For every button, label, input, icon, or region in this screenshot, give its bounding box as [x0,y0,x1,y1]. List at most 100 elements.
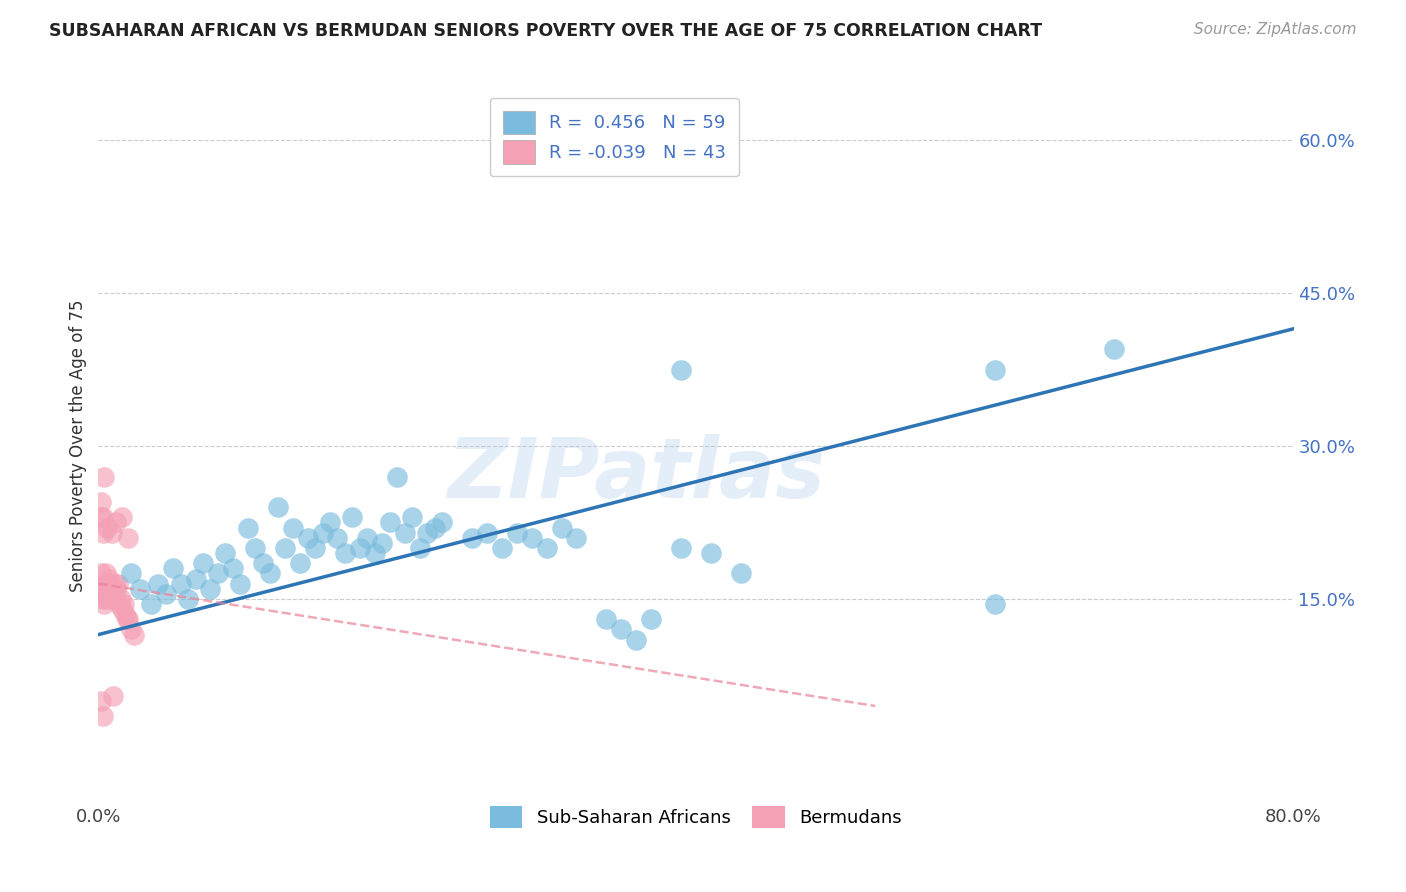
Point [90,495,112,509]
Point [669,541,692,555]
Point [96,591,118,606]
Point [229,576,252,591]
Point [274,541,297,555]
Point [394,525,416,540]
Point [640,612,662,626]
Point [91,591,114,606]
Point [108,597,131,611]
Legend: Sub-Saharan Africans, Bermudans: Sub-Saharan Africans, Bermudans [481,797,911,837]
Point [110,591,132,606]
Point [97,572,120,586]
Point [326,531,349,545]
Point [177,591,200,606]
Point [984,597,1007,611]
Point [565,531,588,545]
Point [111,510,134,524]
Point [416,525,439,540]
Point [222,561,245,575]
Point [984,362,1007,376]
Point [91,582,114,596]
Point [90,694,112,708]
Point [120,623,142,637]
Point [98,576,122,591]
Point [595,612,617,626]
Point [117,612,139,626]
Point [104,576,127,591]
Point [408,541,430,555]
Point [207,566,229,581]
Point [105,582,128,596]
Point [430,516,453,530]
Point [506,118,529,132]
Point [550,520,572,534]
Point [491,541,513,555]
Point [114,607,136,622]
Point [626,632,648,647]
Text: SUBSAHARAN AFRICAN VS BERMUDAN SENIORS POVERTY OVER THE AGE OF 75 CORRELATION CH: SUBSAHARAN AFRICAN VS BERMUDAN SENIORS P… [49,22,1042,40]
Point [333,546,356,560]
Point [98,587,122,601]
Point [94,566,117,581]
Point [90,510,112,524]
Point [129,582,152,596]
Point [90,566,112,581]
Point [91,525,114,540]
Point [385,469,409,483]
Point [378,516,401,530]
Point [94,587,117,601]
Point [93,469,115,483]
Point [536,541,558,555]
Point [669,362,692,376]
Point [97,576,120,591]
Point [105,516,128,530]
Point [506,525,529,540]
Point [93,587,115,601]
Point [90,582,112,596]
Point [730,566,752,581]
Point [1104,342,1126,356]
Point [91,709,114,723]
Point [288,556,311,570]
Point [319,516,342,530]
Point [103,582,125,596]
Point [259,566,281,581]
Point [148,576,170,591]
Point [214,546,236,560]
Point [356,531,378,545]
Point [107,576,129,591]
Point [117,531,139,545]
Point [700,546,723,560]
Text: Source: ZipAtlas.com: Source: ZipAtlas.com [1194,22,1357,37]
Point [191,556,214,570]
Point [101,582,124,596]
Point [93,597,115,611]
Point [184,572,207,586]
Point [252,556,274,570]
Point [124,627,146,641]
Point [281,520,304,534]
Point [461,531,484,545]
Point [349,541,371,555]
Point [120,566,142,581]
Point [94,576,117,591]
Point [311,525,333,540]
Point [169,576,191,591]
Point [423,520,446,534]
Point [91,510,114,524]
Point [115,612,138,626]
Point [475,525,498,540]
Point [342,510,364,524]
Point [200,582,222,596]
Text: ZIPatlas: ZIPatlas [447,434,825,515]
Y-axis label: Seniors Poverty Over the Age of 75: Seniors Poverty Over the Age of 75 [69,300,87,592]
Point [610,623,633,637]
Point [139,597,162,611]
Point [155,587,177,601]
Point [364,546,387,560]
Point [111,602,134,616]
Point [96,520,118,534]
Point [162,561,184,575]
Point [245,541,267,555]
Point [267,500,290,515]
Point [304,541,326,555]
